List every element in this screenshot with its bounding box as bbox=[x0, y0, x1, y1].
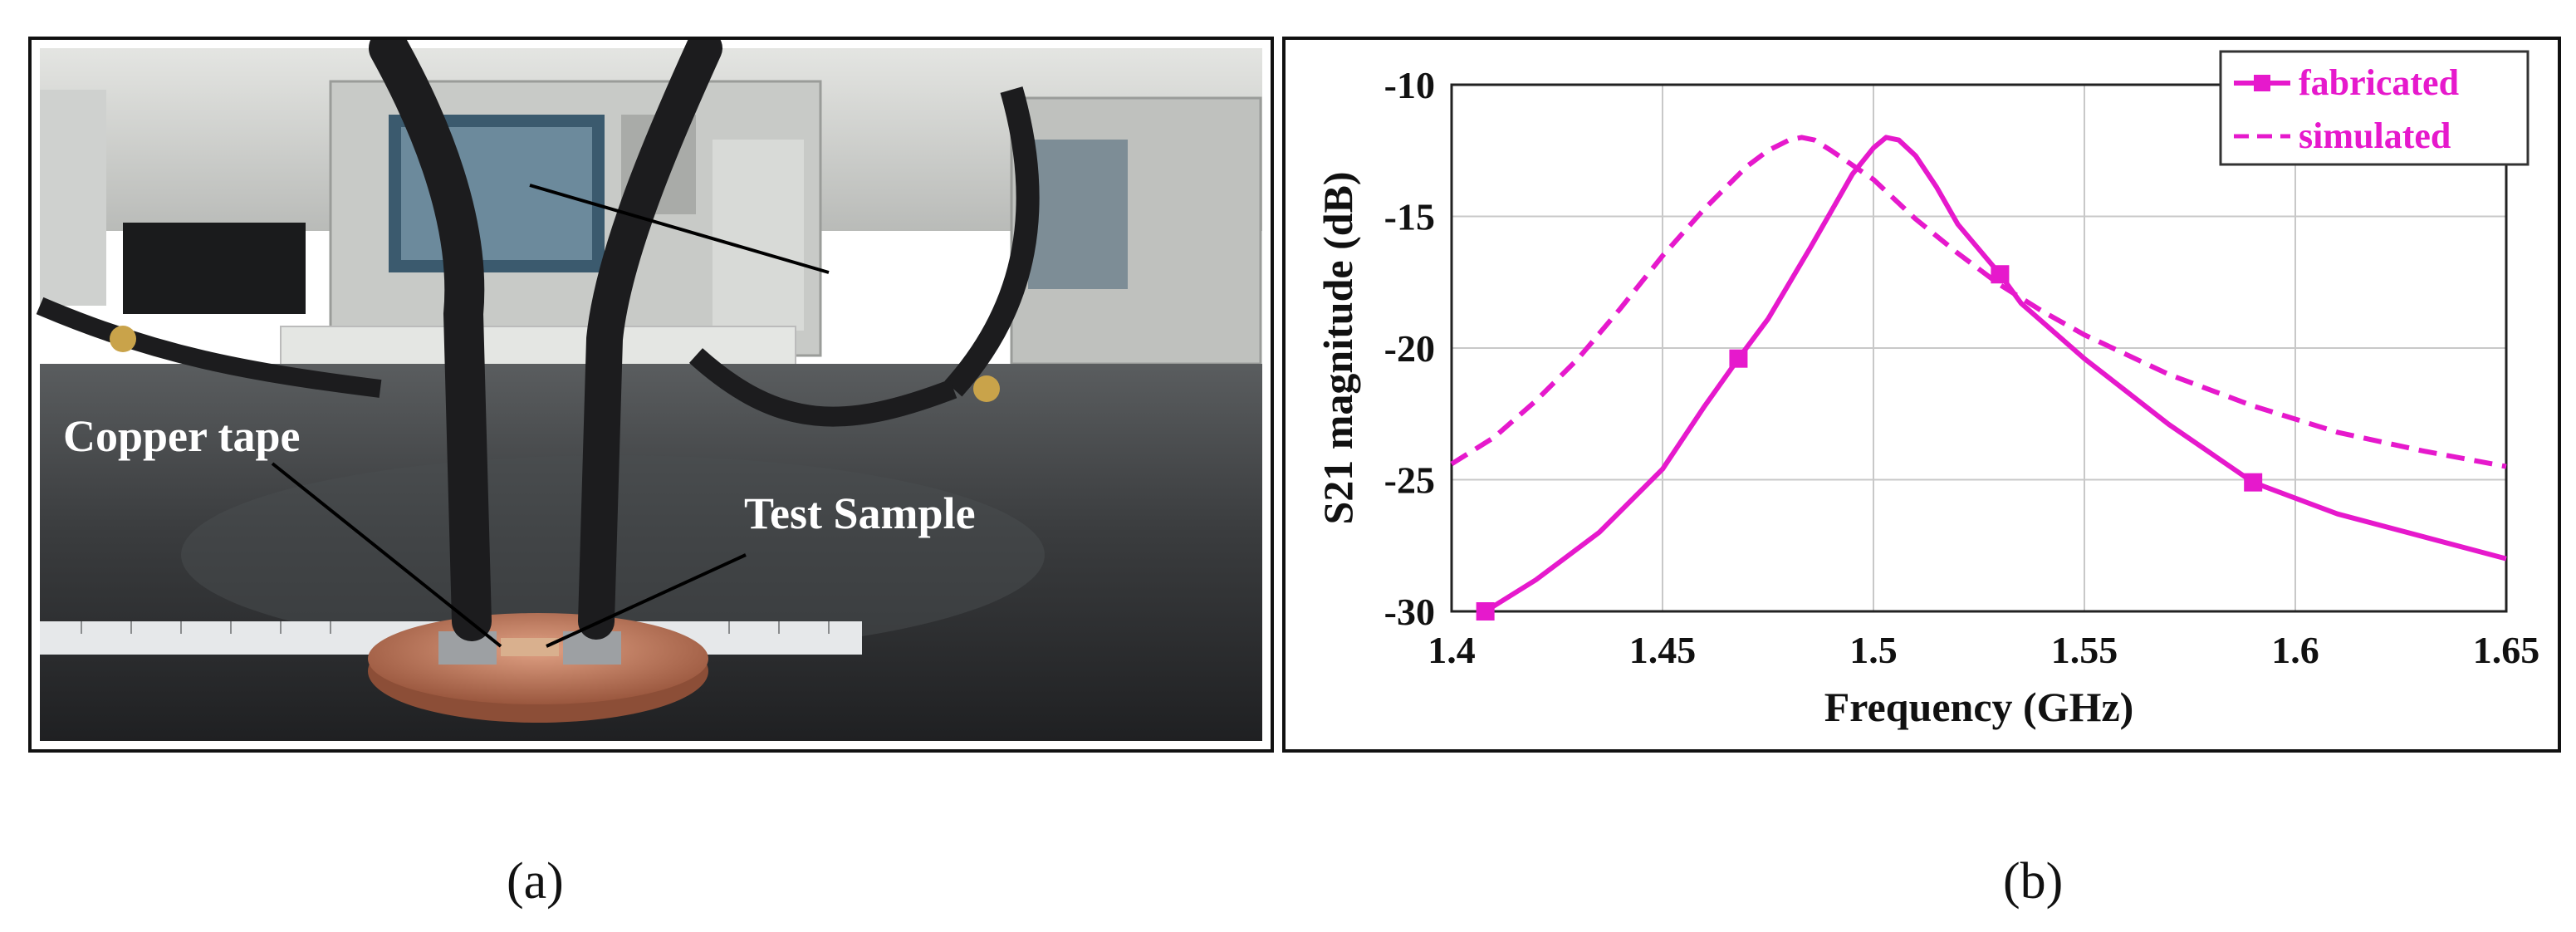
y-axis-label: S21 magnitude (dB) bbox=[1315, 171, 1361, 524]
x-tick-label: 1.6 bbox=[2271, 629, 2319, 671]
test-sample bbox=[501, 638, 559, 656]
legend-box bbox=[2219, 50, 2529, 166]
marker-fabricated bbox=[1476, 602, 1495, 621]
x-tick-label: 1.55 bbox=[2051, 629, 2118, 671]
plot-frame bbox=[1450, 83, 2508, 613]
right-instrument-screen bbox=[1028, 140, 1128, 289]
legend-simulated-label: simulated bbox=[2299, 115, 2451, 156]
cable-left-floor bbox=[36, 297, 382, 398]
marker-fabricated bbox=[1991, 265, 2010, 284]
marker-fabricated bbox=[2244, 473, 2263, 492]
sma-gold-left bbox=[110, 326, 136, 352]
legend-fabricated-marker bbox=[2254, 75, 2270, 91]
copper-tape-leader-line bbox=[271, 462, 502, 648]
cable-right bbox=[578, 30, 722, 640]
y-tick-label: -25 bbox=[1384, 459, 1435, 502]
test-sample-label: Test Sample bbox=[744, 488, 976, 538]
x-tick-label: 1.45 bbox=[1629, 629, 1697, 671]
panel-a-label: (a) bbox=[507, 853, 564, 910]
ruler-ticks bbox=[81, 621, 830, 634]
left-cabinet bbox=[40, 90, 106, 306]
vna-knob-panel bbox=[713, 140, 804, 331]
marker-fabricated bbox=[1729, 349, 1748, 368]
sma-gold-right bbox=[973, 375, 1000, 402]
cable-floor bbox=[688, 348, 957, 427]
y-tick-label: -30 bbox=[1384, 591, 1435, 633]
measurement-photo: VNA Copper tape Test Sample bbox=[36, 28, 1262, 741]
test-sample-leader-line bbox=[546, 553, 747, 648]
photo-panel: VNA Copper tape Test Sample bbox=[28, 28, 1274, 753]
tick-labels: 1.4 1.45 1.5 1.55 1.6 1.65 -30 -25 -20 -15 -10 bbox=[1384, 64, 2540, 671]
cable-left bbox=[369, 28, 492, 641]
copper-tape-label: Copper tape bbox=[63, 411, 301, 461]
copper-disk bbox=[368, 613, 708, 704]
legend-fabricated-label: fabricated bbox=[2299, 62, 2459, 103]
y-tick-label: -10 bbox=[1384, 64, 1435, 106]
series-line-fabricated bbox=[1484, 135, 2507, 614]
chart-panel: 1.4 1.45 1.5 1.55 1.6 1.65 -30 -25 -20 -15 -10 Fre… bbox=[1282, 37, 2561, 753]
series-line-simulated bbox=[1450, 135, 2507, 469]
x-tick-label: 1.65 bbox=[2473, 629, 2540, 671]
s21-chart: 1.4 1.45 1.5 1.55 1.6 1.65 -30 -25 -20 -15 -10 Fre… bbox=[1315, 50, 2540, 730]
legend: fabricated simulated bbox=[2219, 50, 2529, 166]
series bbox=[1450, 135, 2507, 621]
x-tick-label: 1.5 bbox=[1849, 629, 1898, 671]
y-tick-label: -20 bbox=[1384, 327, 1435, 370]
power-supply bbox=[123, 223, 306, 314]
cable-side bbox=[944, 86, 1040, 397]
x-axis-label: Frequency (GHz) bbox=[1824, 684, 2134, 730]
vna-label: VNA bbox=[854, 252, 951, 302]
vna-leader-line bbox=[529, 184, 830, 274]
panel-b-label: (b) bbox=[2003, 853, 2064, 910]
x-tick-label: 1.4 bbox=[1428, 629, 1476, 671]
y-tick-label: -15 bbox=[1384, 196, 1435, 238]
